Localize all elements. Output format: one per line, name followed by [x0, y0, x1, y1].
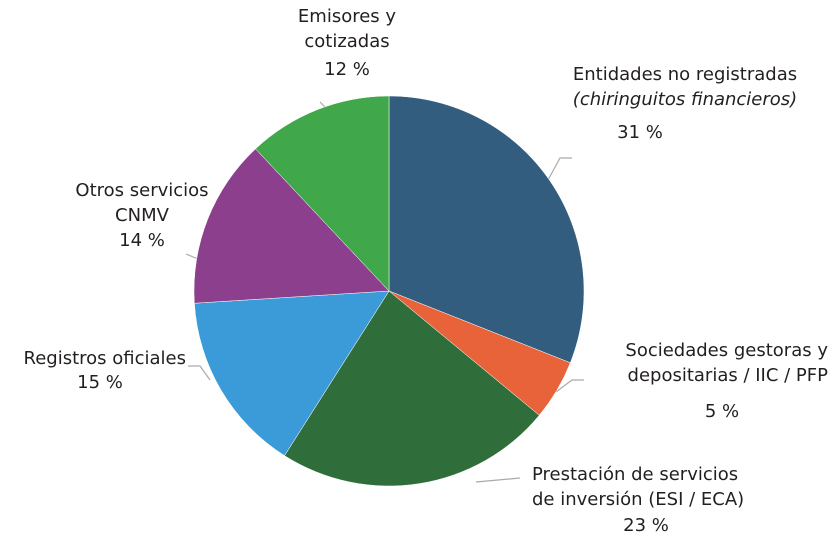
slice-label: Entidades no registradas	[573, 64, 797, 85]
leader-line	[547, 157, 572, 181]
slice-label: (chiringuitos financieros)	[573, 89, 797, 110]
value-label: 15 %	[77, 372, 123, 393]
slice-label: Emisores y	[298, 6, 396, 27]
pie-slice	[388, 95, 585, 364]
leader-line	[555, 379, 584, 393]
pie-slice	[194, 290, 390, 456]
slice-label: CNMV	[115, 205, 170, 226]
slice-label: cotizadas	[304, 31, 389, 52]
slice-label: Prestación de servicios	[532, 464, 738, 485]
slice-label: Sociedades gestoras y	[625, 340, 828, 361]
slice-label: de inversión (ESI / ECA)	[532, 489, 744, 510]
pie-slice	[255, 95, 390, 292]
value-label: 12 %	[324, 59, 370, 80]
slice-label: depositarias / IIC / PFP	[628, 365, 829, 386]
value-label: 23 %	[623, 515, 669, 536]
slice-label: Otros servicios	[75, 180, 208, 201]
leader-line	[188, 365, 211, 381]
leader-lines	[185, 101, 584, 483]
pie-slice	[284, 290, 540, 487]
pie-slice	[193, 148, 390, 304]
slice-label: Registros oficiales	[24, 348, 186, 369]
value-label: 14 %	[119, 230, 165, 251]
leader-line	[475, 477, 521, 483]
value-label: 31 %	[617, 122, 663, 143]
value-label: 5 %	[705, 401, 739, 422]
